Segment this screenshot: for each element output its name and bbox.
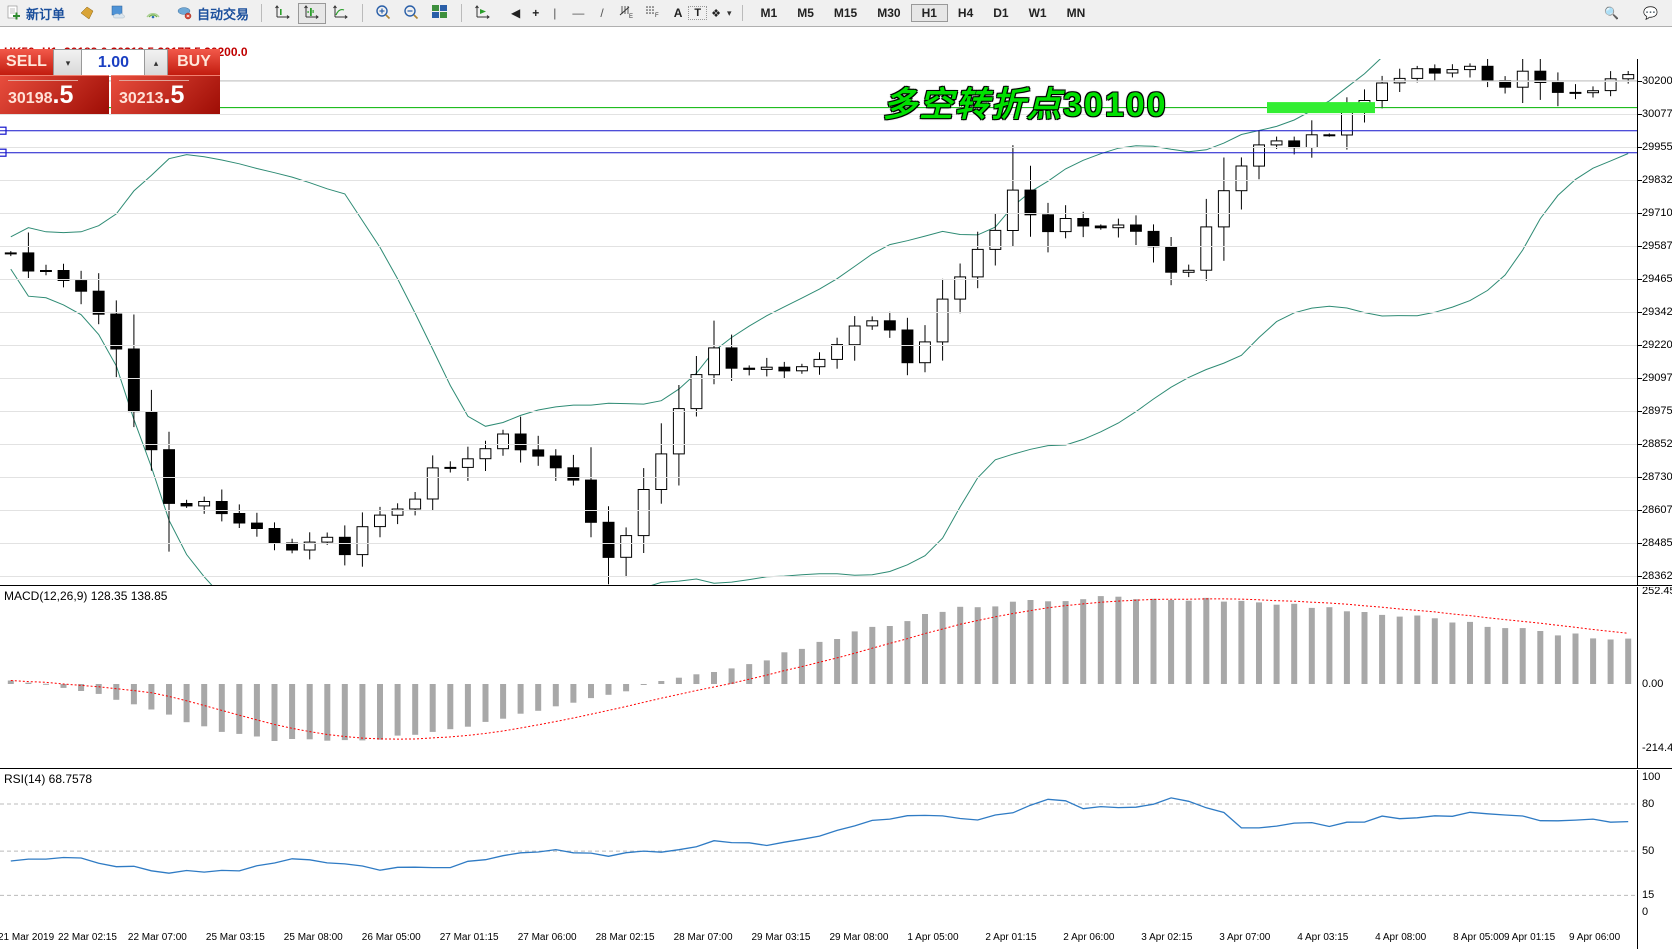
svg-text:E: E <box>629 14 633 19</box>
svg-text:F: F <box>655 13 659 18</box>
